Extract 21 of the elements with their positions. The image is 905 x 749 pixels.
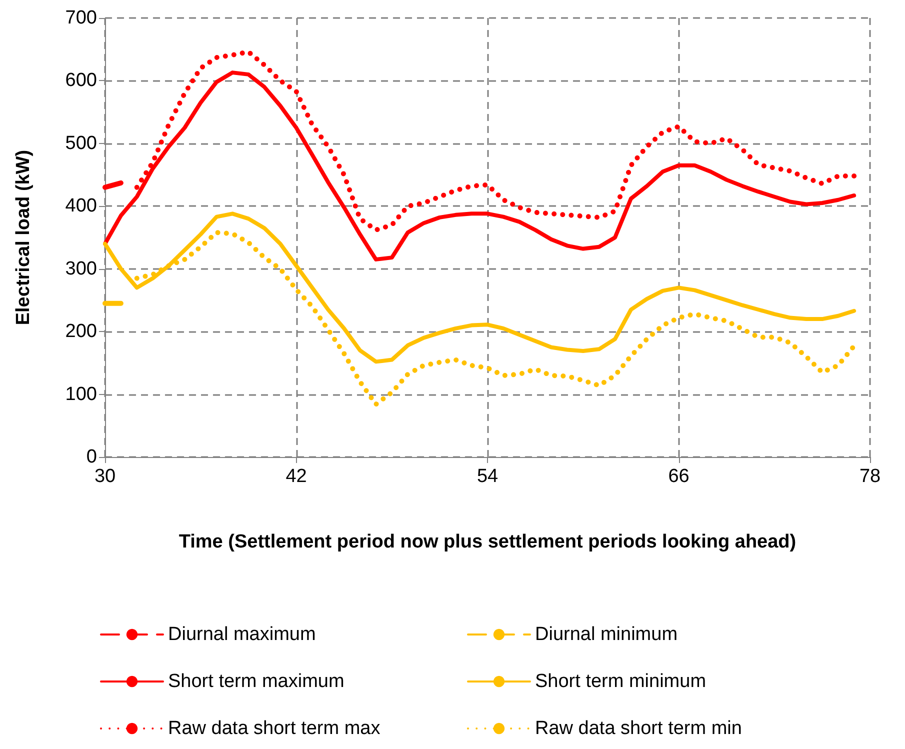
legend-label: Short term minimum <box>535 671 706 692</box>
legend-label: Diurnal maximum <box>168 624 316 645</box>
y-tick-label: 0 <box>86 446 97 468</box>
legend-label: Diurnal minimum <box>535 624 678 645</box>
x-tick-label: 42 <box>286 466 307 487</box>
x-tick-label: 66 <box>668 466 690 487</box>
y-tick-label: 300 <box>65 258 97 280</box>
y-tick-label: 400 <box>65 196 97 217</box>
x-tick-label: 30 <box>94 466 116 487</box>
y-tick-label: 200 <box>65 321 97 342</box>
y-tick-label: 600 <box>65 70 97 92</box>
legend-label: Raw data short term max <box>168 718 381 739</box>
x-tick-label: 78 <box>859 466 881 487</box>
legend-label: Raw data short term min <box>535 718 742 739</box>
y-tick-label: 100 <box>65 384 97 405</box>
y-tick-label: 500 <box>65 132 97 154</box>
y-tick-label: 700 <box>65 8 97 28</box>
x-axis-title: Time (Settlement period now plus settlement periods looking ahead) <box>178 532 796 552</box>
legend-label: Short term maximum <box>168 671 344 692</box>
x-tick-label: 54 <box>476 466 498 487</box>
y-axis-title: Electrical load (kW) <box>13 150 34 326</box>
